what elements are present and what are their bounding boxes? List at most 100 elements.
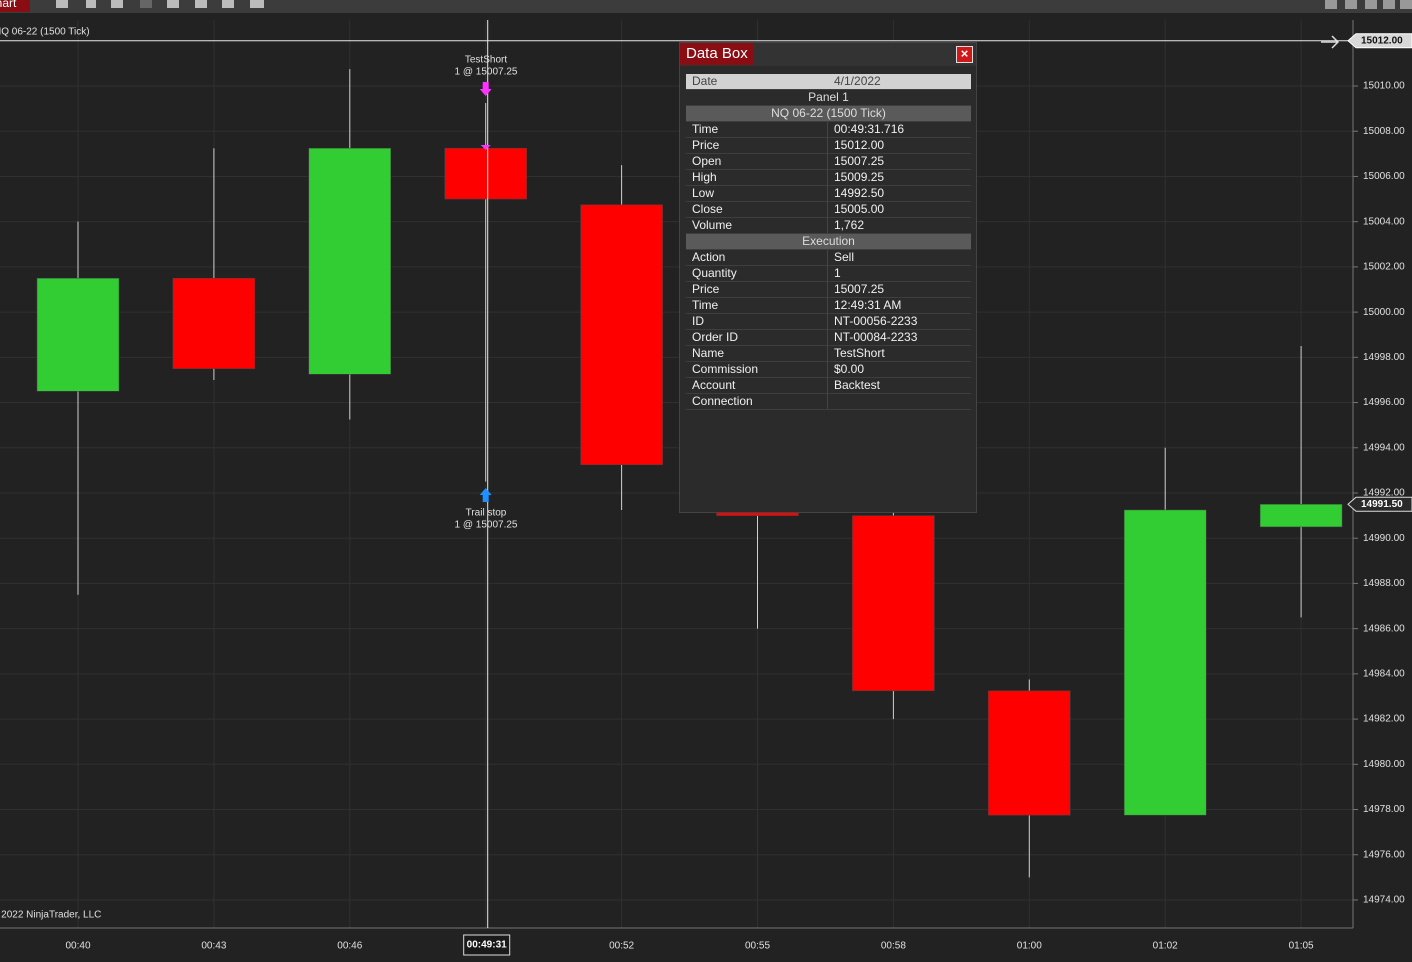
column-divider [827, 154, 828, 169]
x-tick-label: 00:40 [65, 941, 90, 952]
column-divider [827, 362, 828, 377]
price-marker-label: 14991.50 [1361, 499, 1403, 510]
annotation: Trail stop [466, 508, 507, 519]
column-divider [827, 186, 828, 201]
row-label: Open [692, 154, 722, 168]
column-divider [827, 122, 828, 137]
price-marker [1347, 496, 1412, 512]
column-divider [827, 138, 828, 153]
y-tick-label: 14994.00 [1363, 442, 1405, 453]
row-label: Account [692, 378, 736, 392]
annotation-detail: 1 @ 15007.25 [455, 67, 518, 78]
close-button[interactable]: × [956, 46, 973, 63]
candle-body [1123, 509, 1207, 816]
panel-row: Panel 1 [686, 90, 971, 106]
row-label: Quantity [692, 266, 737, 280]
y-tick-label: 15006.00 [1363, 171, 1405, 182]
candle-body [308, 147, 392, 375]
candle-body [444, 147, 527, 200]
data-row: Price 15012.00 [686, 138, 971, 154]
data-box: Data Box × Date 4/1/2022 Panel 1 NQ 06-22 (… [679, 42, 977, 513]
y-tick-label: 14998.00 [1363, 352, 1405, 363]
column-divider [827, 218, 828, 233]
data-row: Quantity 1 [686, 266, 971, 282]
row-value: 1 [834, 266, 841, 280]
data-row: Connection [686, 394, 971, 410]
row-value: 00:49:31.716 [834, 122, 905, 136]
column-divider [827, 346, 828, 361]
row-label: Commission [692, 362, 759, 376]
column-divider [827, 202, 828, 217]
y-tick-label: 14992.00 [1363, 488, 1405, 499]
entry-arrow [479, 82, 492, 96]
y-tick-label: 14986.00 [1363, 623, 1405, 634]
row-label: Time [692, 122, 719, 136]
data-box-title: Data Box [680, 43, 754, 65]
exit-arrow [479, 488, 492, 502]
toolbar-icons [56, 0, 1412, 9]
row-value: Sell [834, 250, 855, 264]
data-row: Open 15007.25 [686, 154, 971, 170]
x-tick-label: 01:05 [1289, 941, 1314, 952]
column-divider [827, 250, 828, 265]
entry-marker [480, 145, 491, 150]
candle-body [988, 690, 1071, 816]
x-tick-label: 00:49:31 [467, 940, 507, 951]
y-tick-label: 15010.00 [1363, 81, 1405, 92]
column-divider [827, 298, 828, 313]
x-tick-label: 00:52 [609, 941, 634, 952]
row-label: Price [692, 138, 720, 152]
window-tab: Chart [0, 0, 17, 10]
y-tick-label: 14984.00 [1363, 669, 1405, 680]
x-tick-label: 00:46 [337, 941, 362, 952]
y-tick-label: 14988.00 [1363, 578, 1405, 589]
column-divider [827, 282, 828, 297]
x-tick-label: 01:02 [1153, 941, 1178, 952]
y-tick-label: 15002.00 [1363, 262, 1405, 273]
y-tick-label: 14980.00 [1363, 759, 1405, 770]
data-row: Price 15007.25 [686, 282, 971, 298]
x-tick-label: 00:58 [881, 941, 906, 952]
row-value: 15012.00 [834, 138, 885, 152]
candle-body [580, 204, 663, 465]
candle-body [852, 515, 935, 692]
date-row: Date 4/1/2022 [686, 74, 971, 90]
data-row: Commission $0.00 [686, 362, 971, 378]
data-row: Close 15005.00 [686, 202, 971, 218]
data-row: ID NT-00056-2233 [686, 314, 971, 330]
data-box-header: Data Box × [680, 43, 976, 66]
row-value: Backtest [834, 378, 881, 392]
row-label: Volume [692, 218, 733, 232]
row-value: 15005.00 [834, 202, 885, 216]
row-label: Date [692, 74, 718, 88]
data-row: Name TestShort [686, 346, 971, 362]
section-header: NQ 06-22 (1500 Tick) [686, 106, 971, 122]
row-label: Order ID [692, 330, 739, 344]
x-tick-label: 01:00 [1017, 941, 1042, 952]
candle-body [172, 277, 256, 369]
instrument-label: NQ 06-22 (1500 Tick) [0, 27, 90, 38]
price-marker [1347, 33, 1412, 49]
row-value: NT-00056-2233 [834, 314, 918, 328]
scroll-arrow[interactable] [1321, 35, 1340, 49]
row-value: $0.00 [834, 362, 865, 376]
row-label: ID [692, 314, 704, 328]
row-value: 4/1/2022 [834, 74, 881, 88]
data-table: Date 4/1/2022 Panel 1 NQ 06-22 (1500 Tick) T… [686, 74, 971, 410]
data-row: High 15009.25 [686, 170, 971, 186]
toolbar [0, 0, 1412, 13]
row-value: 15007.25 [834, 154, 885, 168]
price-marker-label: 15012.00 [1361, 35, 1403, 46]
column-divider [827, 330, 828, 345]
column-divider [827, 170, 828, 185]
x-tick-label: 00:55 [745, 941, 770, 952]
row-value: 14992.50 [834, 186, 885, 200]
row-value: 15007.25 [834, 282, 885, 296]
row-value: 15009.25 [834, 170, 885, 184]
copyright: © 2022 NinjaTrader, LLC [0, 910, 101, 921]
y-tick-label: 14996.00 [1363, 397, 1405, 408]
candle-body [1259, 504, 1343, 528]
row-label: Low [692, 186, 715, 200]
